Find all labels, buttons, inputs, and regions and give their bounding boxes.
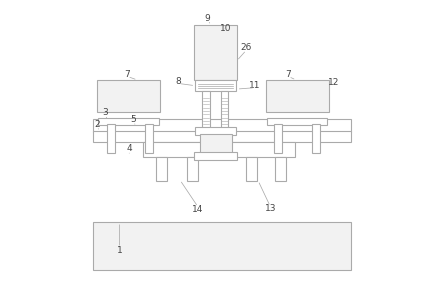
Text: 4: 4 (127, 144, 132, 153)
Bar (195, 127, 236, 135)
Text: 13: 13 (265, 204, 276, 213)
Text: 8: 8 (175, 77, 181, 86)
Text: 7: 7 (285, 70, 291, 79)
Bar (246, 157, 257, 181)
Bar (99, 118, 159, 125)
Bar (93, 119, 351, 132)
Bar (97, 80, 160, 112)
Bar (145, 124, 153, 153)
Text: 12: 12 (328, 78, 340, 87)
Text: 11: 11 (250, 81, 261, 90)
Bar (194, 152, 238, 160)
Bar (267, 118, 327, 125)
Bar (194, 25, 238, 80)
Bar (275, 157, 286, 181)
Bar (195, 80, 236, 91)
Bar (93, 131, 351, 142)
Bar (221, 91, 229, 128)
Bar (156, 157, 166, 181)
Text: 1: 1 (117, 246, 122, 255)
Text: 7: 7 (124, 70, 130, 79)
Bar (93, 222, 351, 270)
Text: 14: 14 (192, 205, 204, 214)
Bar (312, 124, 320, 153)
Text: 3: 3 (103, 108, 108, 117)
Text: 5: 5 (131, 115, 136, 124)
Text: 10: 10 (220, 24, 231, 33)
Bar (107, 124, 115, 153)
Bar (202, 91, 210, 128)
Text: 26: 26 (241, 43, 252, 52)
Bar (187, 157, 198, 181)
Bar (199, 134, 232, 153)
Text: 2: 2 (94, 120, 100, 129)
Bar (143, 142, 295, 157)
Text: 9: 9 (205, 14, 210, 23)
Bar (266, 80, 329, 112)
Bar (274, 124, 282, 153)
